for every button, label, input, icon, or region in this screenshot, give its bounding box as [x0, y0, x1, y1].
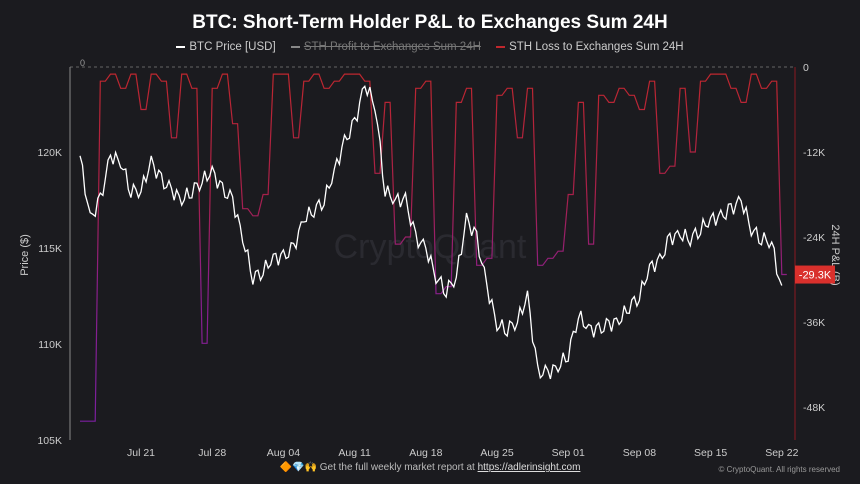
y-tick-right: -24K	[803, 232, 825, 244]
current-value-label: -29.3K	[799, 270, 832, 282]
y-tick-right: 0	[803, 62, 809, 74]
footer-link[interactable]: https://adlerinsight.com	[477, 462, 581, 473]
y-tick-left: 105K	[37, 435, 62, 447]
x-tick: Aug 04	[267, 447, 300, 459]
y-tick-right: -12K	[803, 147, 825, 159]
y-tick-left: 115K	[38, 243, 62, 255]
legend-item-profit[interactable]: STH Profit to Exchanges Sum 24H	[290, 41, 481, 53]
legend-item-price[interactable]: BTC Price [USD]	[176, 41, 276, 53]
y-tick-left: 120K	[37, 147, 62, 159]
x-tick: Sep 22	[765, 447, 798, 459]
series-loss-line	[80, 73, 787, 422]
footer-emoji: 🔶💎🙌	[279, 462, 317, 473]
x-tick: Aug 25	[480, 447, 513, 459]
x-tick: Aug 11	[338, 447, 371, 459]
y-axis-label-left: Price ($)	[19, 234, 31, 276]
x-tick: Aug 18	[409, 447, 442, 459]
legend-label: STH Loss to Exchanges Sum 24H	[509, 41, 684, 53]
x-tick: Jul 21	[127, 447, 155, 459]
legend-label: BTC Price [USD]	[189, 41, 276, 53]
current-value-badge	[795, 265, 835, 284]
y-tick-left: 110K	[38, 339, 62, 351]
copyright: © CryptoQuant. All rights reserved	[718, 465, 841, 474]
x-tick: Sep 01	[552, 447, 585, 459]
series-price-line	[79, 85, 783, 380]
footer: 🔶💎🙌 Get the full weekly market report at…	[0, 462, 860, 473]
zero-marker: 0	[80, 58, 85, 68]
legend-label: STH Profit to Exchanges Sum 24H	[303, 41, 481, 53]
chart-title: BTC: Short-Term Holder P&L to Exchanges …	[192, 12, 668, 33]
watermark: CryptoQuant	[334, 228, 527, 266]
x-tick: Sep 08	[623, 447, 656, 459]
footer-text: Get the full weekly market report at	[319, 462, 478, 473]
legend-item-loss[interactable]: STH Loss to Exchanges Sum 24H	[496, 41, 684, 53]
x-tick: Sep 15	[694, 447, 727, 459]
y-tick-right: -48K	[803, 402, 825, 414]
x-tick: Jul 28	[198, 447, 226, 459]
y-tick-right: -36K	[803, 317, 825, 329]
legend: BTC Price [USD] STH Profit to Exchanges …	[0, 41, 860, 53]
